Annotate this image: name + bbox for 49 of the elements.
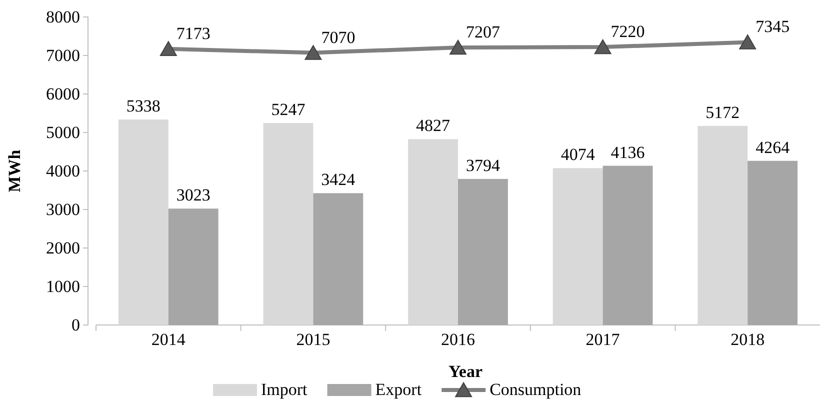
bar [458,178,508,325]
point [739,34,756,50]
bar [313,193,364,325]
x-tick-label: 2014 [151,330,186,349]
x-tick-label: 2016 [441,330,475,349]
data-label: 7173 [176,24,210,43]
bar [118,119,168,325]
data-label: 5247 [271,100,306,119]
data-label: 4136 [610,142,645,162]
data-label: 5338 [126,96,160,116]
bar [748,160,798,325]
data-label: 3794 [466,156,500,175]
x-tick-label: 2018 [730,330,765,349]
data-label: 7220 [610,22,645,42]
point [594,39,612,54]
y-tick-label: 2000 [46,238,80,258]
y-axis-title: MWh [5,149,24,192]
y-tick-label: 5000 [46,122,80,142]
y-tick-label: 7000 [46,46,80,65]
y-tick-label: 3000 [46,200,80,219]
x-axis-title: Year [448,362,483,381]
bar [408,139,458,325]
bar [552,168,603,325]
legend-label: Consumption [490,380,582,399]
point [450,40,466,55]
legend-label: Import [261,380,308,399]
point [160,41,177,56]
data-label: 4827 [416,116,451,136]
data-label: 4264 [756,138,790,157]
y-tick-label: 6000 [46,84,80,104]
y-tick-label: 8000 [46,7,80,26]
data-label: 7070 [321,28,356,47]
y-tick-label: 1000 [46,276,80,296]
x-tick-label: 2017 [586,330,620,349]
legend-label: Export [375,380,422,399]
data-label: 7207 [466,22,500,42]
y-tick-label: 0 [72,315,80,334]
data-label: 7345 [756,17,790,36]
data-label: 5172 [706,102,740,122]
bar [168,208,218,325]
bar [263,122,314,325]
x-tick-label: 2015 [296,330,330,349]
point [304,45,322,60]
data-label: 4074 [560,145,596,164]
bar [602,166,653,325]
bar [698,126,748,325]
data-label: 3424 [321,170,356,190]
data-label: 3023 [176,186,210,205]
y-tick-label: 4000 [46,161,80,180]
